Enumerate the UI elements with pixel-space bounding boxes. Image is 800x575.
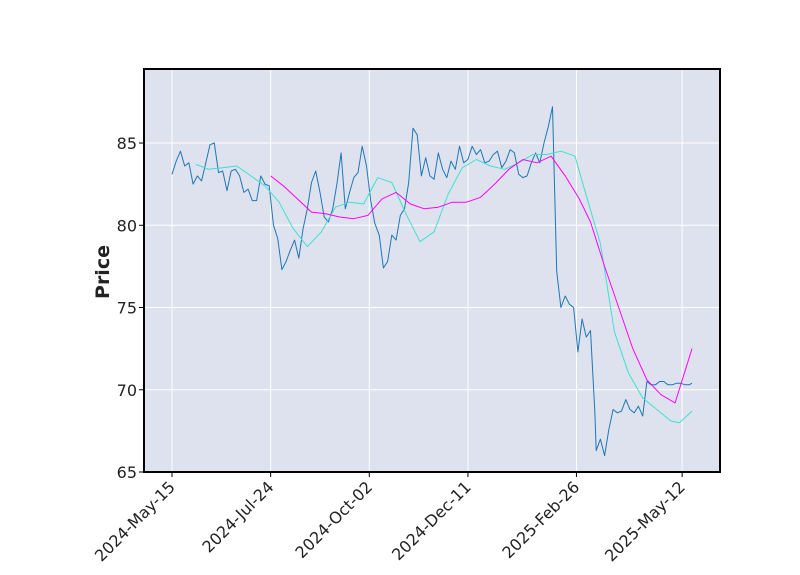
- plot-background: [144, 69, 720, 472]
- series-line-ma-short: [195, 150, 693, 424]
- x-tick-label: 2025-May-12: [601, 477, 689, 565]
- x-tick-label: 2025-Feb-26: [498, 477, 583, 562]
- grid-lines: [144, 69, 720, 473]
- x-tick-label: 2024-Oct-02: [291, 477, 376, 562]
- series-line-price: [171, 106, 693, 457]
- plot-frame: [143, 68, 721, 473]
- y-tick-label: 75: [117, 299, 137, 318]
- y-tick-label: 85: [117, 134, 137, 153]
- y-tick-label: 80: [117, 216, 137, 235]
- series-line-ma-long: [270, 155, 693, 404]
- x-tick-label: 2024-Dec-11: [388, 477, 475, 564]
- y-tick-label: 65: [117, 463, 137, 482]
- y-tick-label: 70: [117, 381, 137, 400]
- x-tick-label: 2024-Jul-24: [198, 477, 277, 556]
- y-axis-label: Price: [92, 245, 114, 299]
- x-tick-label: 2024-May-15: [91, 477, 179, 565]
- series-lines: [171, 106, 693, 457]
